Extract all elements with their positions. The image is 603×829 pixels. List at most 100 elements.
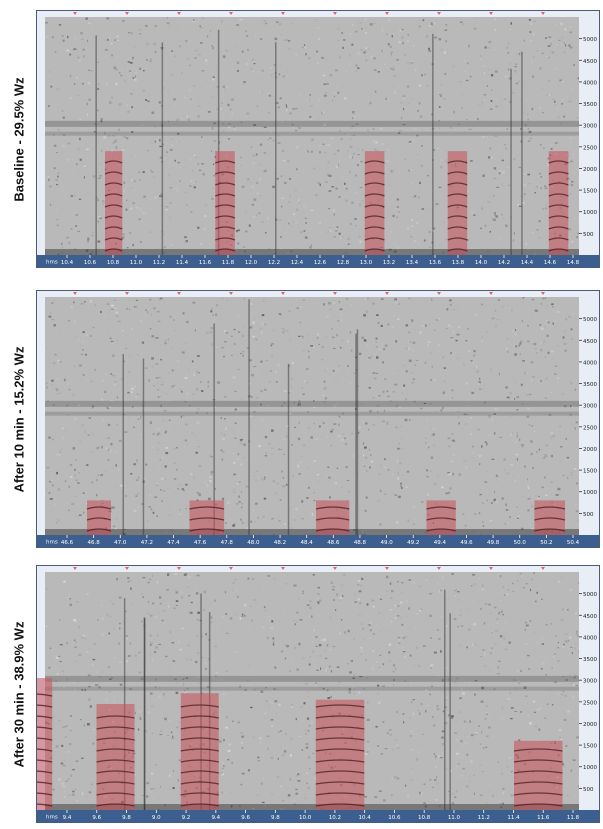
x-tick-label: 12.6 xyxy=(314,260,327,266)
baseline-label: Baseline - 29.5% Wz xyxy=(4,10,34,268)
y-tick-label: 4500 xyxy=(583,339,597,345)
x-tick-label: 48.0 xyxy=(247,540,260,546)
highlighted-segment xyxy=(180,693,219,810)
low-frequency-noise xyxy=(45,249,579,255)
x-tick-label: 14.8 xyxy=(567,260,580,266)
marker-triangle xyxy=(385,292,389,295)
spectrogram-baseline: 500 1000 1500 2000 2500 3000 3500 4000 4500 5000 h… xyxy=(36,10,600,268)
x-tick-label: 9.6 xyxy=(92,815,101,821)
x-tick-label: 50.4 xyxy=(567,540,580,546)
x-tick-label: 14.4 xyxy=(521,260,534,266)
x-tick-label: 10.2 xyxy=(329,815,341,821)
x-tick-label: 12.4 xyxy=(291,260,304,266)
marker-triangle xyxy=(385,12,389,15)
marker-triangle xyxy=(177,292,181,295)
marker-triangle xyxy=(541,567,545,570)
highlighted-segment xyxy=(215,151,236,255)
panel-title: After 10 min - 15.2% Wz xyxy=(11,346,27,492)
low-frequency-noise xyxy=(45,529,579,535)
x-tick-label: 9.4 xyxy=(63,815,72,821)
x-unit-label: hms xyxy=(46,815,58,821)
marker-triangle xyxy=(73,12,77,15)
x-tick-label: 49.6 xyxy=(460,540,473,546)
marker-triangle xyxy=(229,12,233,15)
y-tick-label: 3500 xyxy=(583,102,597,108)
x-tick-label: 48.4 xyxy=(301,540,314,546)
highlighted-segment xyxy=(447,151,468,255)
marker-triangle xyxy=(541,12,545,15)
marker-triangle xyxy=(333,567,337,570)
highlighted-segment xyxy=(315,500,350,535)
highlighted-segment xyxy=(548,151,569,255)
marker-triangle xyxy=(125,12,129,15)
x-tick-label: 10.6 xyxy=(84,260,97,266)
y-tick-label: 3000 xyxy=(583,404,597,410)
x-tick-label: 47.8 xyxy=(221,540,234,546)
spectrogram-svg: 500 1000 1500 2000 2500 3000 3500 4000 4500 5000 h… xyxy=(37,567,599,822)
highlighted-segment xyxy=(534,500,566,535)
y-tick-label: 2500 xyxy=(583,145,597,151)
marker-triangle xyxy=(333,292,337,295)
x-unit-label: hms xyxy=(46,260,58,266)
y-tick-label: 5000 xyxy=(583,317,597,323)
x-tick-label: 10.8 xyxy=(418,815,431,821)
x-tick-label: 48.8 xyxy=(354,540,367,546)
marker-triangle xyxy=(437,12,441,15)
highlighted-segment xyxy=(37,678,53,810)
noise-texture xyxy=(45,572,581,812)
after-30-min-label: After 30 min - 38.9% Wz xyxy=(4,565,34,823)
noise-band xyxy=(45,131,579,136)
x-tick-label: 13.2 xyxy=(383,260,395,266)
x-tick-label: 14.6 xyxy=(544,260,557,266)
x-unit-label: hms xyxy=(46,540,58,546)
y-tick-label: 2500 xyxy=(583,700,597,706)
highlighted-segment xyxy=(315,699,365,810)
y-axis-strip xyxy=(579,17,599,255)
marker-triangle xyxy=(125,292,129,295)
y-tick-label: 500 xyxy=(583,232,594,238)
y-tick-label: 3500 xyxy=(583,657,597,663)
y-tick-label: 1000 xyxy=(583,490,597,496)
x-tick-label: 11.0 xyxy=(130,260,143,266)
x-tick-label: 11.8 xyxy=(567,815,580,821)
marker-triangle xyxy=(489,292,493,295)
y-axis-strip xyxy=(579,572,599,810)
x-tick-label: 9.8 xyxy=(122,815,131,821)
x-tick-label: 49.2 xyxy=(407,540,419,546)
x-tick-label: 11.2 xyxy=(153,260,165,266)
marker-triangle xyxy=(281,292,285,295)
y-tick-label: 4500 xyxy=(583,59,597,65)
marker-triangle xyxy=(489,12,493,15)
spectrogram-background xyxy=(45,17,579,255)
y-tick-label: 1000 xyxy=(583,765,597,771)
y-tick-label: 2500 xyxy=(583,425,597,431)
highlighted-segment xyxy=(104,151,123,255)
x-axis-bar xyxy=(37,810,599,822)
y-tick-label: 2000 xyxy=(583,447,597,453)
x-tick-label: 47.0 xyxy=(114,540,127,546)
highlighted-segment xyxy=(513,740,563,810)
x-tick-label: 10.0 xyxy=(299,815,312,821)
spectrogram-after-30-min: 500 1000 1500 2000 2500 3000 3500 4000 4500 5000 h… xyxy=(36,565,600,823)
x-tick-label: 47.2 xyxy=(141,540,153,546)
x-tick-label: 50.2 xyxy=(540,540,552,546)
y-tick-label: 2000 xyxy=(583,722,597,728)
marker-triangle xyxy=(177,12,181,15)
x-tick-label: 48.6 xyxy=(327,540,340,546)
highlighted-segment xyxy=(189,500,225,535)
marker-triangle xyxy=(125,567,129,570)
x-tick-label: 11.4 xyxy=(176,260,189,266)
highlighted-segment xyxy=(364,151,385,255)
highlighted-segment xyxy=(86,500,112,535)
x-tick-label: 50.0 xyxy=(514,540,527,546)
x-axis-bar xyxy=(37,255,599,267)
y-tick-label: 1500 xyxy=(583,189,597,195)
y-tick-label: 3500 xyxy=(583,382,597,388)
x-tick-label: 11.6 xyxy=(537,815,550,821)
x-tick-label: 47.6 xyxy=(194,540,207,546)
highlighted-segment xyxy=(426,500,456,535)
y-tick-label: 500 xyxy=(583,512,594,518)
x-tick-label: 9.6 xyxy=(241,815,250,821)
x-tick-label: 9.4 xyxy=(211,815,220,821)
noise-band xyxy=(45,411,579,416)
